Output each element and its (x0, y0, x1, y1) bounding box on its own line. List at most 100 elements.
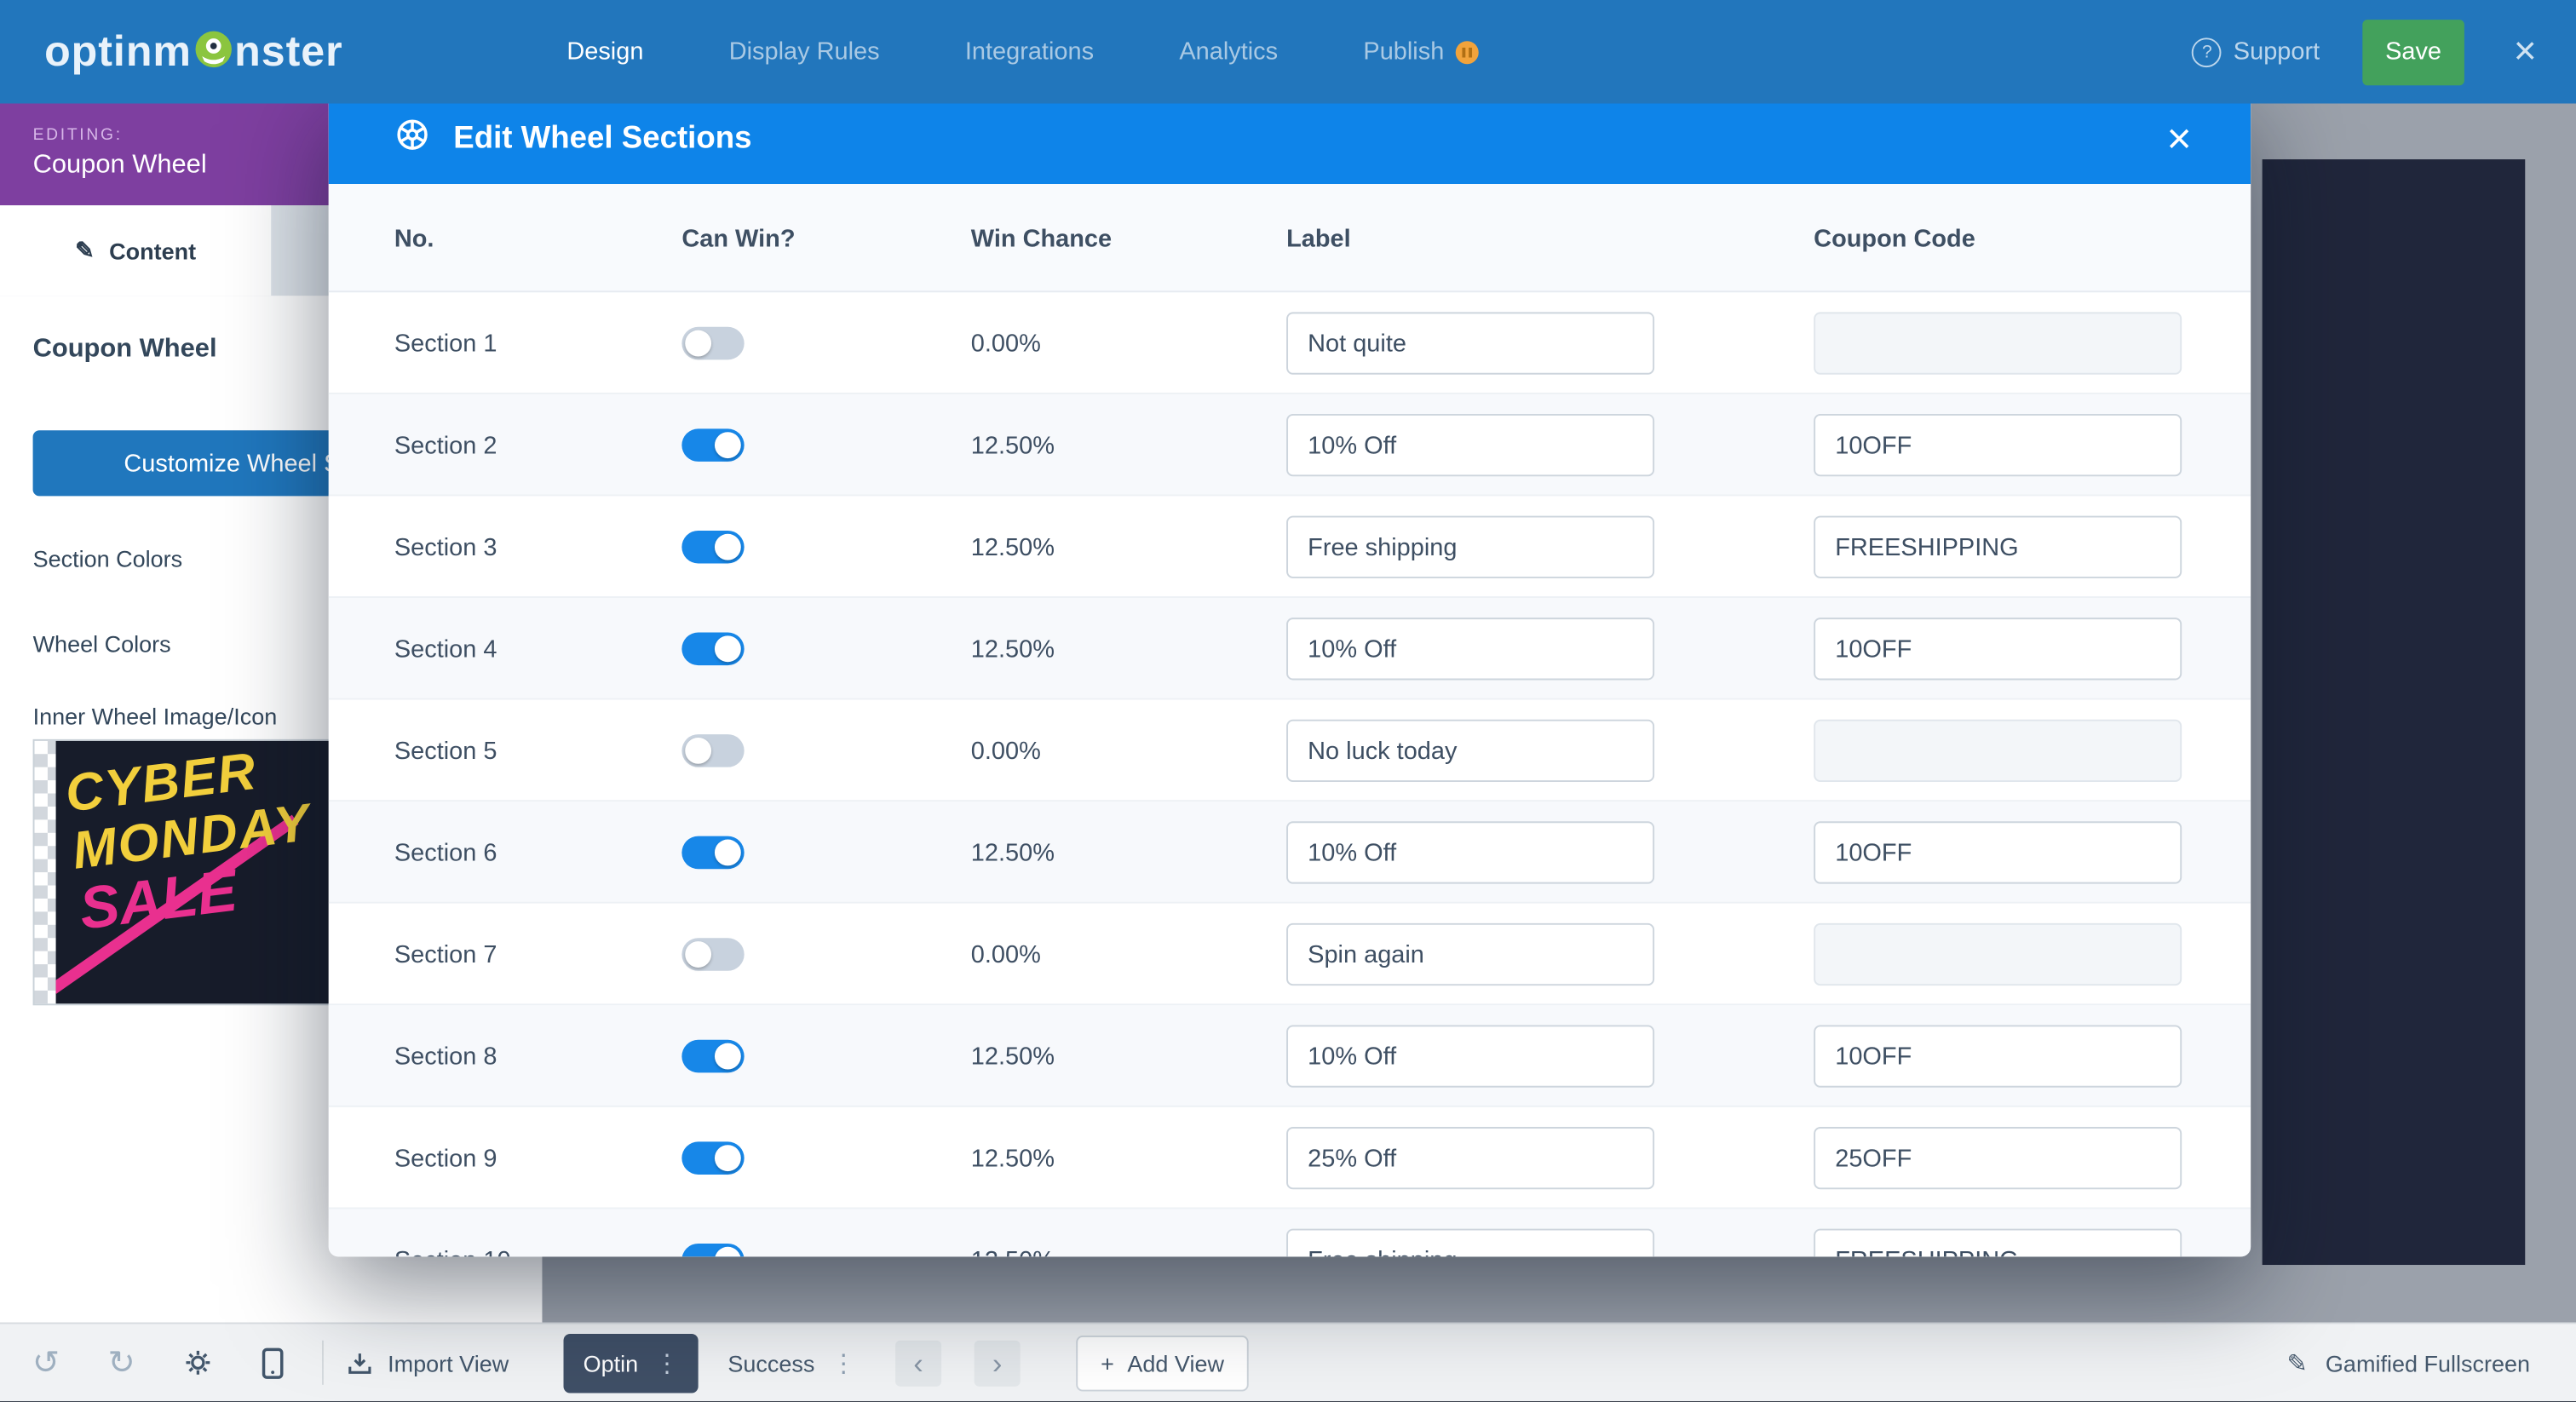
bottom-toolbar: ↺ ↻ Import View Optin ⋮ Success ⋮ ‹ › + … (0, 1322, 2576, 1402)
table-row: Section 5 0.00% (328, 699, 2251, 802)
nav-publish[interactable]: Publish (1363, 37, 1479, 66)
toggle-knob (714, 1043, 741, 1070)
win-chance: 12.50% (971, 1209, 1055, 1257)
undo-button[interactable]: ↺ (23, 1324, 69, 1401)
coupon-input[interactable] (1814, 414, 2182, 477)
tab-content[interactable]: ✎ Content (0, 205, 272, 296)
edit-pencil-icon: ✎ (2286, 1349, 2308, 1378)
optin-label: Optin (583, 1350, 639, 1377)
coupon-input[interactable] (1814, 1127, 2182, 1190)
optinmonster-logo[interactable]: optinm nster (44, 0, 342, 104)
logo-text-prefix: optinm (44, 26, 192, 76)
section-number: Section 1 (394, 329, 497, 358)
top-navbar: optinm nster Design Display Rules Integr… (0, 0, 2576, 104)
nav-design[interactable]: Design (566, 37, 644, 66)
toggle-knob (685, 737, 712, 764)
coupon-input[interactable] (1814, 312, 2182, 375)
save-button[interactable]: Save (2362, 19, 2464, 85)
label-input[interactable] (1286, 515, 1655, 578)
nav-integrations[interactable]: Integrations (964, 37, 1095, 66)
coupon-input[interactable] (1814, 618, 2182, 681)
optin-view-button[interactable]: Optin ⋮ (563, 1334, 699, 1393)
can-win-toggle[interactable] (681, 428, 745, 462)
modal-close-icon[interactable]: × (2166, 113, 2192, 163)
nav-display-rules[interactable]: Display Rules (728, 37, 880, 66)
sections-table-body: Section 1 0.00% Section 2 12.50% Section… (328, 292, 2251, 1257)
redo-button[interactable]: ↻ (99, 1324, 145, 1401)
close-builder-icon[interactable]: × (2513, 28, 2537, 73)
import-view-button[interactable]: Import View (347, 1324, 509, 1401)
next-view-button[interactable]: › (974, 1340, 1021, 1387)
success-view-button[interactable]: Success ⋮ (727, 1324, 855, 1401)
section-number: Section 9 (394, 1144, 497, 1173)
support-link[interactable]: ? Support (2192, 37, 2320, 67)
section-number: Section 3 (394, 532, 497, 561)
settings-button[interactable] (174, 1324, 220, 1401)
can-win-toggle[interactable] (681, 530, 745, 564)
coupon-input[interactable] (1814, 719, 2182, 783)
label-input[interactable] (1286, 414, 1655, 477)
label-input[interactable] (1286, 1025, 1655, 1088)
can-win-toggle[interactable] (681, 734, 745, 767)
toggle-knob (714, 839, 741, 866)
optin-menu-icon[interactable]: ⋮ (654, 1350, 680, 1379)
coupon-input[interactable] (1814, 1228, 2182, 1257)
table-row: Section 8 12.50% (328, 1005, 2251, 1107)
section-number: Section 7 (394, 940, 497, 968)
can-win-toggle[interactable] (681, 1039, 745, 1073)
win-chance: 0.00% (970, 940, 1041, 968)
can-win-toggle[interactable] (681, 1141, 745, 1175)
mobile-preview-button[interactable] (250, 1324, 296, 1401)
campaign-type-button[interactable]: ✎ Gamified Fullscreen (2286, 1324, 2530, 1401)
section-number: Section 2 (394, 431, 497, 460)
pencil-icon: ✎ (75, 236, 95, 263)
coupon-input[interactable] (1814, 821, 2182, 884)
coupon-input[interactable] (1814, 1025, 2182, 1088)
can-win-toggle[interactable] (681, 632, 745, 666)
add-view-label: Add View (1127, 1350, 1224, 1377)
section-number: Section 8 (394, 1042, 497, 1071)
label-input[interactable] (1286, 618, 1655, 681)
import-icon (348, 1353, 371, 1373)
toggle-knob (714, 533, 741, 560)
add-view-button[interactable]: + Add View (1076, 1335, 1249, 1392)
table-row: Section 10 12.50% (328, 1209, 2251, 1257)
nav-analytics[interactable]: Analytics (1179, 37, 1279, 66)
section-number: Section 4 (394, 635, 497, 664)
editing-label: EDITING: (32, 126, 123, 145)
can-win-toggle[interactable] (681, 1243, 745, 1257)
main-nav: Design Display Rules Integrations Analyt… (566, 0, 1479, 104)
table-column-headers: No. Can Win? Win Chance Label Coupon Cod… (328, 184, 2251, 293)
prev-view-button[interactable]: ‹ (895, 1340, 942, 1387)
table-row: Section 3 12.50% (328, 496, 2251, 599)
label-input[interactable] (1286, 1228, 1655, 1257)
coupon-input[interactable] (1814, 515, 2182, 578)
coupon-input[interactable] (1814, 922, 2182, 986)
publish-status-badge (1455, 40, 1479, 64)
section-colors-item[interactable]: Section Colors (32, 545, 183, 572)
col-win-chance: Win Chance (970, 224, 1113, 253)
nav-right-cluster: ? Support Save × (2192, 0, 2544, 104)
can-win-toggle[interactable] (681, 326, 745, 360)
label-input[interactable] (1286, 821, 1655, 884)
import-view-label: Import View (388, 1349, 509, 1376)
col-coupon-code: Coupon Code (1814, 224, 1975, 253)
wheel-colors-item[interactable]: Wheel Colors (32, 630, 171, 658)
can-win-toggle[interactable] (681, 938, 745, 971)
label-input[interactable] (1286, 922, 1655, 986)
win-chance: 0.00% (970, 736, 1041, 765)
table-row: Section 6 12.50% (328, 802, 2251, 904)
label-input[interactable] (1286, 719, 1655, 783)
label-input[interactable] (1286, 1127, 1655, 1190)
col-label: Label (1286, 224, 1351, 253)
table-row: Section 4 12.50% (328, 598, 2251, 700)
can-win-toggle[interactable] (681, 836, 745, 870)
modal-header: Edit Wheel Sections × (328, 93, 2251, 185)
inner-wheel-image-label: Inner Wheel Image/Icon (32, 703, 278, 730)
success-label: Success (727, 1349, 815, 1376)
modal-title: Edit Wheel Sections (453, 120, 752, 156)
toolbar-divider (322, 1340, 324, 1385)
success-menu-icon[interactable]: ⋮ (831, 1349, 856, 1378)
panel-heading: Coupon Wheel (32, 335, 217, 364)
label-input[interactable] (1286, 312, 1655, 375)
